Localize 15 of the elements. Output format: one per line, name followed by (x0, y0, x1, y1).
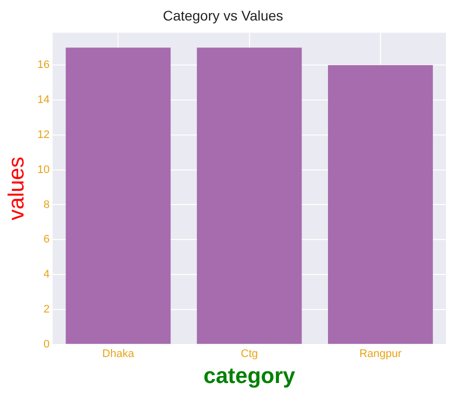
y-tick-label: 0 (44, 338, 50, 350)
y-tick-label: 8 (44, 198, 50, 211)
x-tick-label: Ctg (240, 348, 258, 360)
y-tick-label: 14 (37, 94, 50, 106)
y-axis-title: values (3, 156, 28, 220)
y-tick-label: 12 (37, 128, 50, 141)
y-tick-label: 16 (37, 59, 50, 72)
y-tick-label: 2 (44, 304, 50, 316)
x-tick-label: Rangpur (359, 348, 402, 360)
y-tick-label: 10 (37, 164, 50, 176)
x-tick-label: Dhaka (102, 348, 135, 360)
x-axis-title: category (203, 362, 296, 388)
chart-title: Category vs Values (162, 7, 284, 24)
y-tick-label: 4 (44, 268, 50, 281)
y-tick-label: 6 (44, 234, 50, 246)
